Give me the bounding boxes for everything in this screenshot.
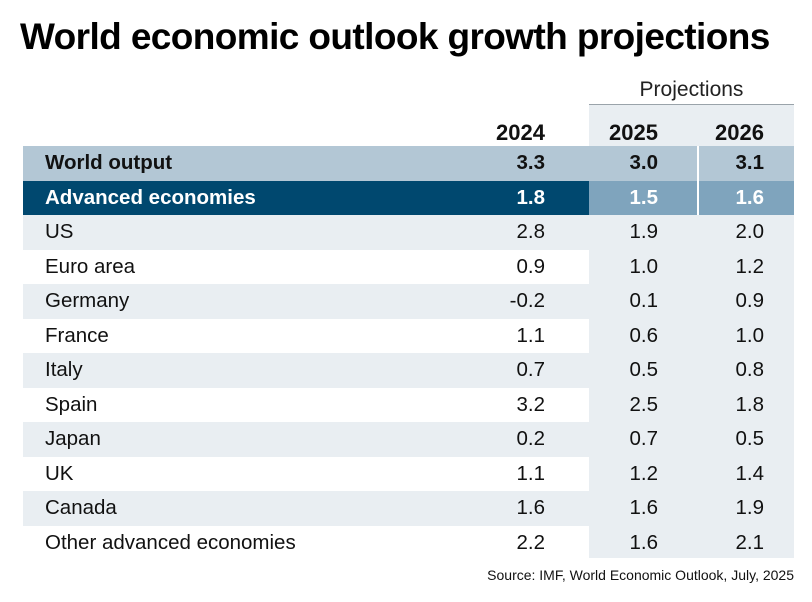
value-cell-2024: 2.8 bbox=[516, 220, 546, 244]
value-cell-2025: 1.6 bbox=[629, 496, 659, 520]
table-row: Germany -0.2 0.1 0.9 bbox=[23, 284, 794, 319]
row-label: Italy bbox=[45, 358, 83, 382]
table-row: Canada 1.6 1.6 1.9 bbox=[23, 491, 794, 526]
table-row: Italy 0.7 0.5 0.8 bbox=[23, 353, 794, 388]
value-cell-2024: 1.1 bbox=[516, 323, 546, 347]
value-cell-2024: 3.3 bbox=[516, 151, 546, 175]
projections-label: Projections bbox=[639, 78, 744, 101]
row-label: France bbox=[45, 323, 109, 347]
table-row: France 1.1 0.6 1.0 bbox=[23, 319, 794, 354]
table-row: US 2.8 1.9 2.0 bbox=[23, 215, 794, 250]
page-title: World economic outlook growth projection… bbox=[20, 16, 770, 57]
value-cell-2026: 2.0 bbox=[735, 220, 765, 244]
projection-shade bbox=[589, 180, 794, 215]
row-label: Other advanced economies bbox=[45, 530, 296, 554]
row-label: Advanced economies bbox=[45, 185, 256, 209]
table-row: Spain 3.2 2.5 1.8 bbox=[23, 388, 794, 423]
projections-rule bbox=[589, 104, 794, 105]
value-cell-2026: 3.1 bbox=[735, 151, 765, 175]
column-header-2024: 2024 bbox=[496, 120, 545, 145]
value-cell-2024: 0.9 bbox=[516, 254, 546, 278]
source-note: Source: IMF, World Economic Outlook, Jul… bbox=[487, 567, 794, 583]
row-label: Euro area bbox=[45, 254, 136, 278]
growth-table: World output 3.3 3.0 3.1 Advanced economies 1… bbox=[23, 146, 794, 560]
value-cell-2025: 2.5 bbox=[629, 392, 659, 416]
value-cell-2026: 1.0 bbox=[735, 323, 765, 347]
value-cell-2026: 1.8 bbox=[735, 392, 765, 416]
row-label: Spain bbox=[45, 392, 98, 416]
value-cell-2025: 0.6 bbox=[629, 323, 659, 347]
value-cell-2026: 1.9 bbox=[735, 496, 765, 520]
value-cell-2026: 1.6 bbox=[735, 185, 765, 209]
value-cell-2026: 0.9 bbox=[735, 289, 765, 313]
value-cell-2024: 3.2 bbox=[516, 392, 546, 416]
value-cell-2025: 1.2 bbox=[629, 461, 659, 485]
value-cell-2024: -0.2 bbox=[509, 289, 545, 313]
value-cell-2025: 1.6 bbox=[629, 530, 659, 554]
table-row-advanced-economies: Advanced economies 1.8 1.5 1.6 bbox=[23, 180, 794, 215]
column-header-2026: 2026 bbox=[715, 120, 764, 145]
value-cell-2024: 0.2 bbox=[516, 427, 546, 451]
value-cell-2026: 1.2 bbox=[735, 254, 765, 278]
row-label: Canada bbox=[45, 496, 117, 520]
value-cell-2025: 3.0 bbox=[629, 151, 659, 175]
row-label: Japan bbox=[45, 427, 101, 451]
value-cell-2025: 0.7 bbox=[629, 427, 659, 451]
row-label: UK bbox=[45, 461, 74, 485]
value-cell-2026: 1.4 bbox=[735, 461, 765, 485]
column-header-2025: 2025 bbox=[609, 120, 658, 145]
value-cell-2026: 0.8 bbox=[735, 358, 765, 382]
value-cell-2024: 2.2 bbox=[516, 530, 546, 554]
value-cell-2025: 0.5 bbox=[629, 358, 659, 382]
value-cell-2024: 1.1 bbox=[516, 461, 546, 485]
table-row: Japan 0.2 0.7 0.5 bbox=[23, 422, 794, 457]
row-label: US bbox=[45, 220, 74, 244]
column-separator bbox=[697, 146, 699, 181]
value-cell-2024: 0.7 bbox=[516, 358, 546, 382]
row-label: Germany bbox=[45, 289, 130, 313]
value-cell-2024: 1.6 bbox=[516, 496, 546, 520]
table-row-world-output: World output 3.3 3.0 3.1 bbox=[23, 146, 794, 181]
value-cell-2025: 1.9 bbox=[629, 220, 659, 244]
value-cell-2026: 0.5 bbox=[735, 427, 765, 451]
row-label: World output bbox=[45, 151, 173, 175]
value-cell-2026: 2.1 bbox=[735, 530, 765, 554]
table-row: UK 1.1 1.2 1.4 bbox=[23, 457, 794, 492]
value-cell-2025: 0.1 bbox=[629, 289, 659, 313]
table-row: Other advanced economies 2.2 1.6 2.1 bbox=[23, 526, 794, 561]
value-cell-2025: 1.5 bbox=[629, 185, 659, 209]
table-row: Euro area 0.9 1.0 1.2 bbox=[23, 250, 794, 285]
value-cell-2024: 1.8 bbox=[516, 185, 546, 209]
column-separator bbox=[697, 180, 699, 215]
value-cell-2025: 1.0 bbox=[629, 254, 659, 278]
